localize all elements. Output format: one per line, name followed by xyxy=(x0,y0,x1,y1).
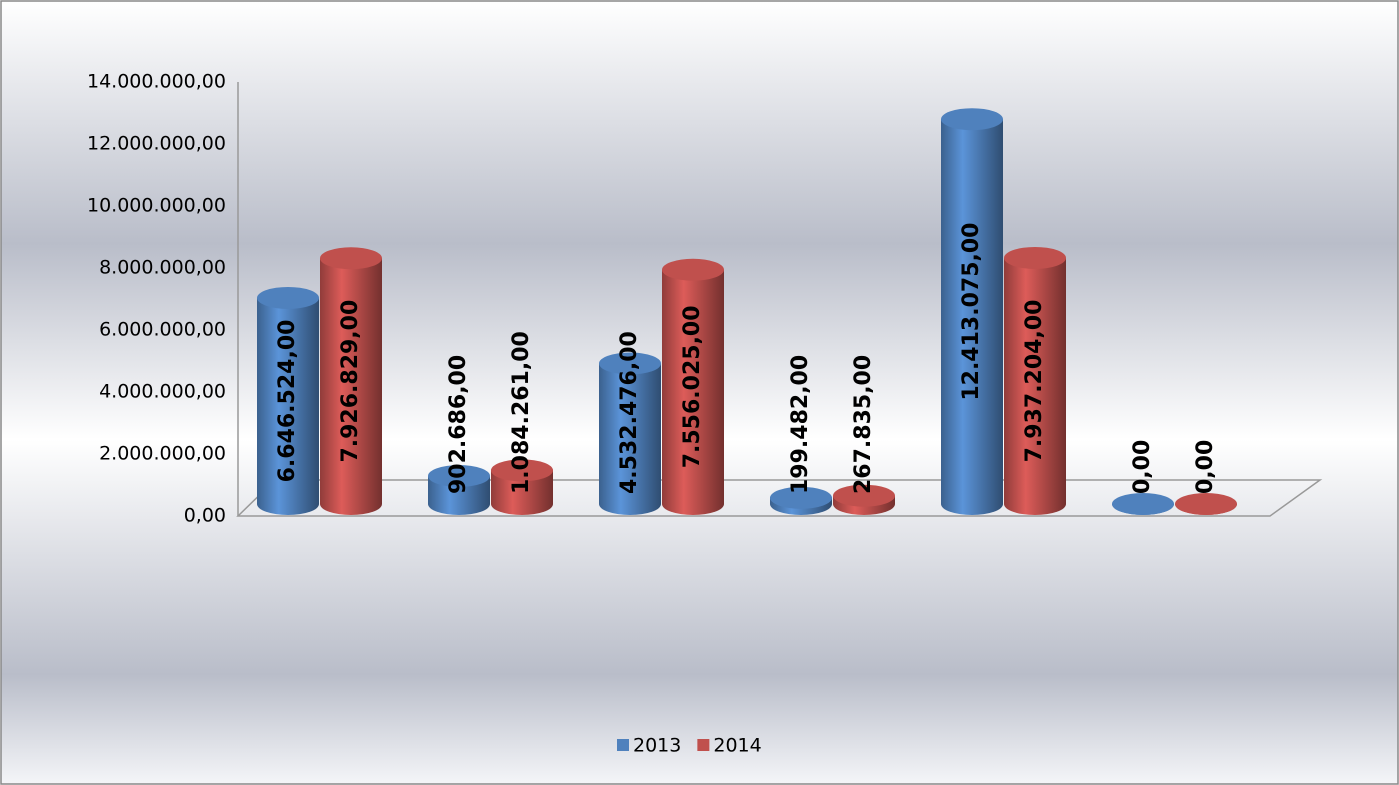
bar xyxy=(491,470,553,515)
bar xyxy=(320,258,382,515)
y-tick-label: 4.000.000,00 xyxy=(99,381,226,403)
value-label: 7.556.025,00 xyxy=(680,305,705,468)
bar-cap xyxy=(770,486,832,509)
bar-cap xyxy=(662,258,724,281)
bar xyxy=(428,476,490,515)
y-tick-label: 2.000.000,00 xyxy=(99,443,226,465)
value-label: 902.686,00 xyxy=(446,355,471,494)
bar-cap xyxy=(1175,493,1237,515)
y-tick-label: 12.000.000,00 xyxy=(87,133,226,155)
legend-swatch xyxy=(617,739,629,751)
bar xyxy=(257,297,319,515)
bar-cap xyxy=(257,286,319,309)
bar-cap xyxy=(428,465,490,488)
value-label: 4.532.476,00 xyxy=(617,331,642,494)
y-tick-label: 8.000.000,00 xyxy=(99,257,226,279)
bar-cap xyxy=(833,484,895,507)
y-tick-label: 6.000.000,00 xyxy=(99,319,226,341)
bar xyxy=(941,119,1003,515)
value-label: 1.084.261,00 xyxy=(509,331,534,494)
bar-cap xyxy=(599,352,661,375)
value-label: 12.413.075,00 xyxy=(959,223,984,401)
bar-cap xyxy=(320,247,382,270)
bar xyxy=(599,363,661,515)
value-label: 7.926.829,00 xyxy=(338,300,363,463)
value-label: 199.482,00 xyxy=(788,355,813,494)
y-tick-label: 14.000.000,00 xyxy=(87,71,226,93)
bar-cap xyxy=(1112,493,1174,515)
value-label: 6.646.524,00 xyxy=(275,320,300,483)
y-tick-label: 0,00 xyxy=(184,505,226,527)
bar xyxy=(662,269,724,515)
legend-swatch xyxy=(697,739,710,751)
value-label: 267.835,00 xyxy=(851,355,876,494)
legend-label: 2013 xyxy=(633,735,681,757)
bar xyxy=(1004,257,1066,515)
value-label: 0,00 xyxy=(1193,440,1218,494)
bar-cap xyxy=(491,459,553,482)
bar-cap xyxy=(1004,246,1066,269)
value-label: 7.937.204,00 xyxy=(1022,300,1047,463)
legend-label: 2014 xyxy=(713,735,761,757)
y-tick-label: 10.000.000,00 xyxy=(87,195,226,217)
value-label: 0,00 xyxy=(1130,440,1155,494)
bar-cap xyxy=(941,108,1003,131)
